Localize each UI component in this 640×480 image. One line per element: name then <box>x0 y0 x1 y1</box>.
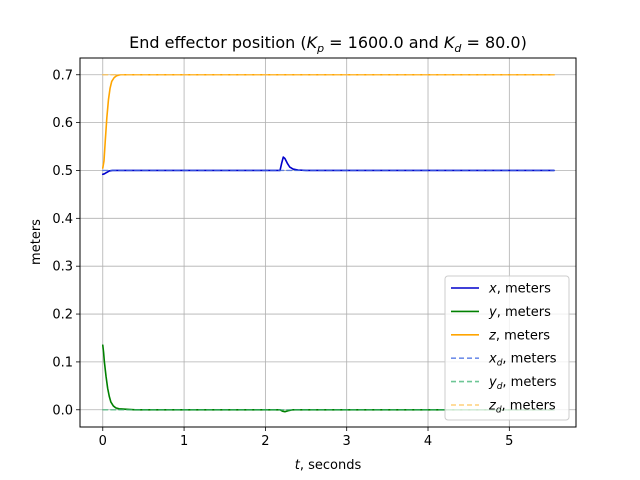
y-tick-label: 0.0 <box>52 403 73 418</box>
chart-title: End effector position (Kp = 1600.0 and K… <box>129 33 527 55</box>
legend: x, meters y, meters z, meters xd, meters yd,… <box>444 275 570 421</box>
y-tick-label: 0.7 <box>52 68 73 83</box>
legend-entry-z: z, meters <box>488 328 550 343</box>
series-line-z <box>101 73 555 169</box>
x-tick-label: 2 <box>261 434 269 449</box>
legend-entry-y: y, meters <box>488 305 551 320</box>
series-line-x <box>101 156 555 176</box>
legend-entry-x: x, meters <box>488 282 551 297</box>
plot-series <box>101 73 555 413</box>
x-axis-ticks: 0 1 2 3 4 5 <box>99 427 513 449</box>
legend-entry-z-d: zd, meters <box>488 399 556 416</box>
y-tick-label: 0.3 <box>52 260 73 275</box>
y-tick-label: 0.6 <box>52 116 73 131</box>
y-tick-label: 0.5 <box>52 164 73 179</box>
x-tick-label: 5 <box>505 434 513 449</box>
plot-frame <box>79 57 577 428</box>
series-line-y <box>101 344 555 413</box>
x-tick-label: 3 <box>343 434 351 449</box>
x-tick-label: 1 <box>180 434 188 449</box>
y-tick-label: 0.4 <box>52 212 73 227</box>
y-axis-ticks: 0.0 0.1 0.2 0.3 0.4 0.5 0.6 0.7 <box>52 68 80 418</box>
y-axis-label: meters <box>29 219 44 265</box>
y-tick-label: 0.1 <box>52 355 73 370</box>
y-tick-label: 0.2 <box>52 308 73 323</box>
x-tick-label: 0 <box>99 434 107 449</box>
x-axis-label: t, seconds <box>295 458 362 473</box>
legend-entry-y-d: yd, meters <box>488 375 557 392</box>
x-tick-label: 4 <box>424 434 432 449</box>
legend-entry-x-d: xd, meters <box>488 352 557 369</box>
